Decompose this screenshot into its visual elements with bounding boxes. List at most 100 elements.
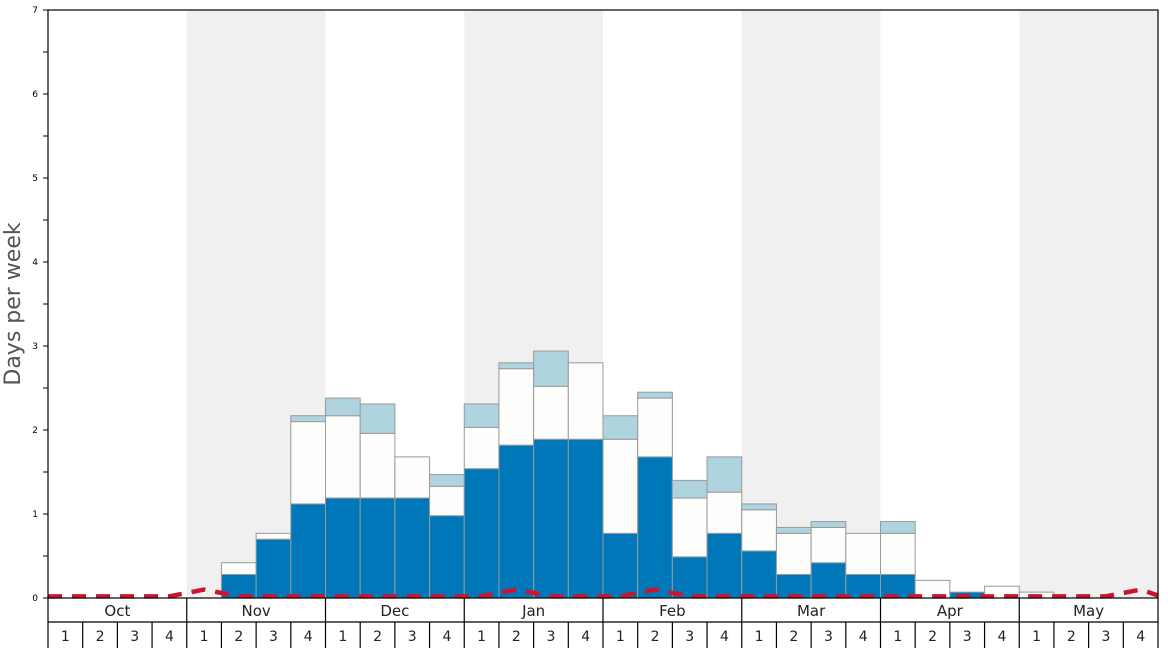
bar-middle: [880, 532, 916, 575]
bar-bottom: [429, 515, 465, 599]
bar-bottom: [463, 468, 500, 599]
bar-top: [325, 397, 361, 417]
month-label: Oct: [104, 602, 130, 620]
bar-bottom: [359, 497, 396, 599]
y-tick-label: 1: [32, 510, 38, 520]
week-label: 3: [963, 629, 972, 645]
month-label: Nov: [241, 602, 270, 620]
bars: [220, 350, 1055, 599]
week-label: 2: [651, 629, 660, 645]
bar-middle: [325, 415, 361, 499]
month-label: Feb: [659, 602, 686, 620]
week-label: 4: [442, 629, 451, 645]
week-label: 3: [824, 629, 833, 645]
bar-middle: [671, 497, 708, 558]
week-label: 4: [581, 629, 590, 645]
week-label: 3: [1102, 629, 1111, 645]
week-label: 4: [304, 629, 313, 645]
bar-middle: [394, 456, 431, 499]
bar-bottom: [325, 497, 361, 599]
bar-middle: [359, 432, 396, 499]
bar-middle: [255, 532, 292, 540]
y-tick-label: 2: [32, 426, 38, 436]
week-label: 1: [338, 629, 347, 645]
bar-top: [775, 526, 812, 534]
week-label: 1: [477, 629, 486, 645]
bar-middle: [775, 532, 812, 575]
week-label: 3: [547, 629, 556, 645]
bar-bottom: [394, 497, 431, 599]
week-label: 4: [1136, 629, 1145, 645]
bar-bottom: [290, 503, 326, 599]
bar-top: [429, 474, 465, 487]
week-label: 2: [373, 629, 382, 645]
y-tick-label: 3: [32, 342, 38, 352]
bar-bottom: [533, 438, 569, 599]
week-label: 2: [789, 629, 798, 645]
month-label: Jan: [521, 602, 545, 620]
month-label: Dec: [380, 602, 409, 620]
week-label: 1: [616, 629, 625, 645]
bar-middle: [290, 421, 326, 505]
bar-top: [533, 350, 569, 387]
week-label: 3: [269, 629, 278, 645]
week-label: 1: [755, 629, 764, 645]
bar-middle: [498, 368, 535, 446]
bar-middle: [741, 509, 777, 552]
week-label: 1: [200, 629, 209, 645]
week-label: 3: [130, 629, 139, 645]
bar-middle: [463, 426, 500, 470]
bar-bottom: [602, 532, 639, 599]
week-label: 2: [1067, 629, 1076, 645]
y-tick-label: 7: [32, 6, 38, 16]
week-label: 4: [720, 629, 729, 645]
bar-top: [290, 415, 326, 423]
week-label: 4: [997, 629, 1006, 645]
bar-middle: [637, 397, 673, 458]
y-axis: 0 1 2 3 4 5 6 7: [32, 6, 48, 604]
bar-middle: [845, 532, 881, 575]
month-label: Mar: [797, 602, 826, 620]
bar-bottom: [255, 538, 292, 599]
bar-bottom: [741, 550, 777, 599]
bar-middle: [533, 385, 569, 440]
bar-middle: [567, 362, 604, 440]
month-bands: [186, 10, 1158, 598]
bar-middle: [706, 491, 743, 534]
bar-bottom: [567, 438, 604, 599]
bar-top: [637, 391, 673, 399]
plot-frame: [47, 9, 1159, 599]
week-label: 3: [408, 629, 417, 645]
week-label: 3: [685, 629, 694, 645]
bar-top: [463, 403, 500, 428]
bar-middle: [429, 485, 465, 517]
y-tick-label: 6: [32, 90, 38, 100]
x-axis: Oct Nov Dec Jan Feb Mar Apr May 1 2 3 4 1 2 3 4 1 2 3 4 1 2 3 4…: [47, 598, 1159, 648]
y-tick-label: 4: [32, 258, 38, 268]
week-label: 2: [234, 629, 243, 645]
y-tick-label: 0: [32, 594, 38, 604]
month-band: [1019, 10, 1158, 598]
bar-bottom: [498, 444, 535, 599]
month-label: Apr: [937, 602, 964, 620]
bar-top: [359, 403, 396, 434]
week-label: 4: [859, 629, 868, 645]
bar-middle: [602, 438, 639, 534]
bar-top: [880, 521, 916, 534]
bar-top: [498, 362, 535, 370]
week-label: 4: [165, 629, 174, 645]
week-label: 2: [96, 629, 105, 645]
y-axis-label: Days per week: [1, 222, 26, 385]
bar-middle: [810, 526, 847, 564]
bar-top: [671, 479, 708, 499]
bar-top: [810, 521, 847, 528]
trend-line: [48, 587, 1159, 599]
month-band: [741, 10, 881, 598]
week-label: 2: [928, 629, 937, 645]
month-label: May: [1073, 602, 1104, 620]
bar-top: [706, 456, 743, 493]
bar-top: [602, 415, 639, 440]
week-label: 2: [512, 629, 521, 645]
bar-bottom: [706, 532, 743, 599]
